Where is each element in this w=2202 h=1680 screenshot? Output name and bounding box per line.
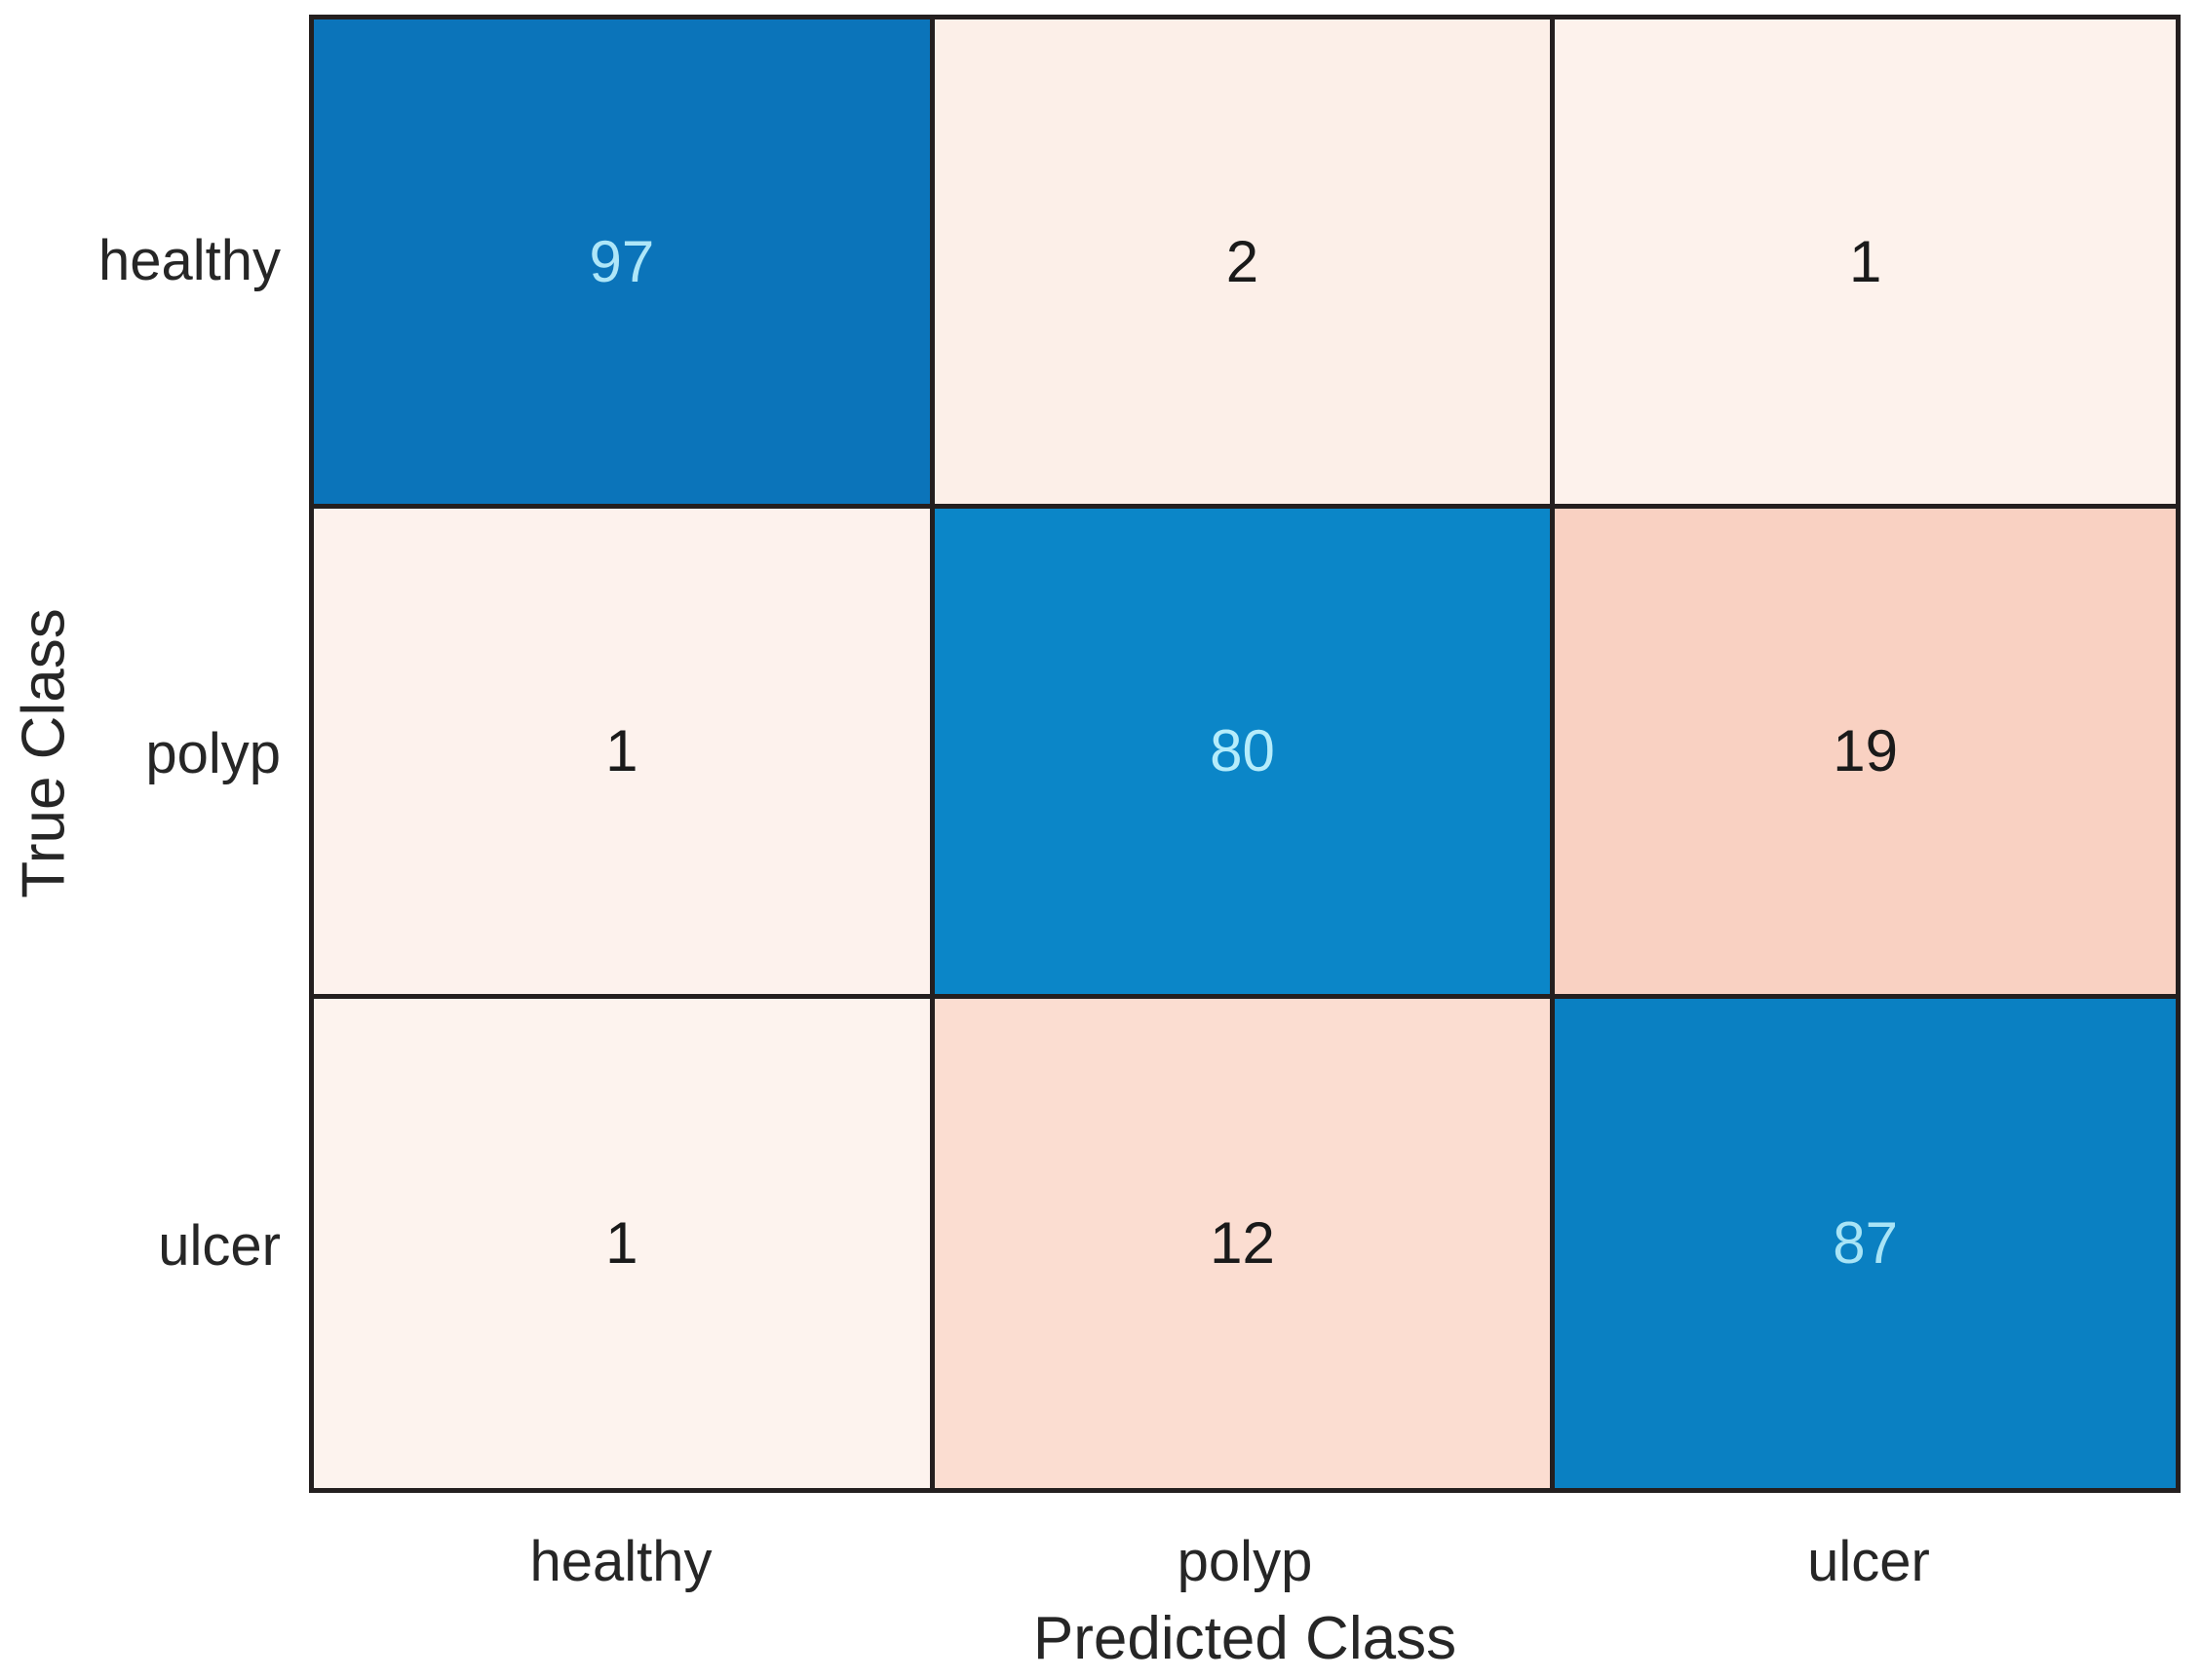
y-tick-label-polyp: polyp [145,722,281,785]
y-tick-label-ulcer: ulcer [158,1214,281,1278]
matrix-cell: 1 [314,509,935,999]
matrix-cell: 1 [314,998,935,1488]
matrix-cell: 2 [934,19,1556,510]
x-axis-title: Predicted Class [1032,1605,1457,1672]
matrix-cell: 87 [1555,998,2176,1488]
x-tick-label-ulcer: ulcer [1807,1530,1930,1593]
matrix-cell: 97 [314,19,935,510]
confusion-matrix-grid: 97 2 1 1 80 19 1 12 87 [309,15,2181,1493]
matrix-cell: 19 [1555,509,2176,999]
x-tick-label-polyp: polyp [1177,1530,1313,1593]
matrix-cell: 1 [1555,19,2176,510]
x-tick-label-healthy: healthy [529,1530,713,1593]
matrix-cell: 80 [934,509,1556,999]
matrix-cell: 12 [934,998,1556,1488]
y-tick-label-healthy: healthy [97,229,281,292]
